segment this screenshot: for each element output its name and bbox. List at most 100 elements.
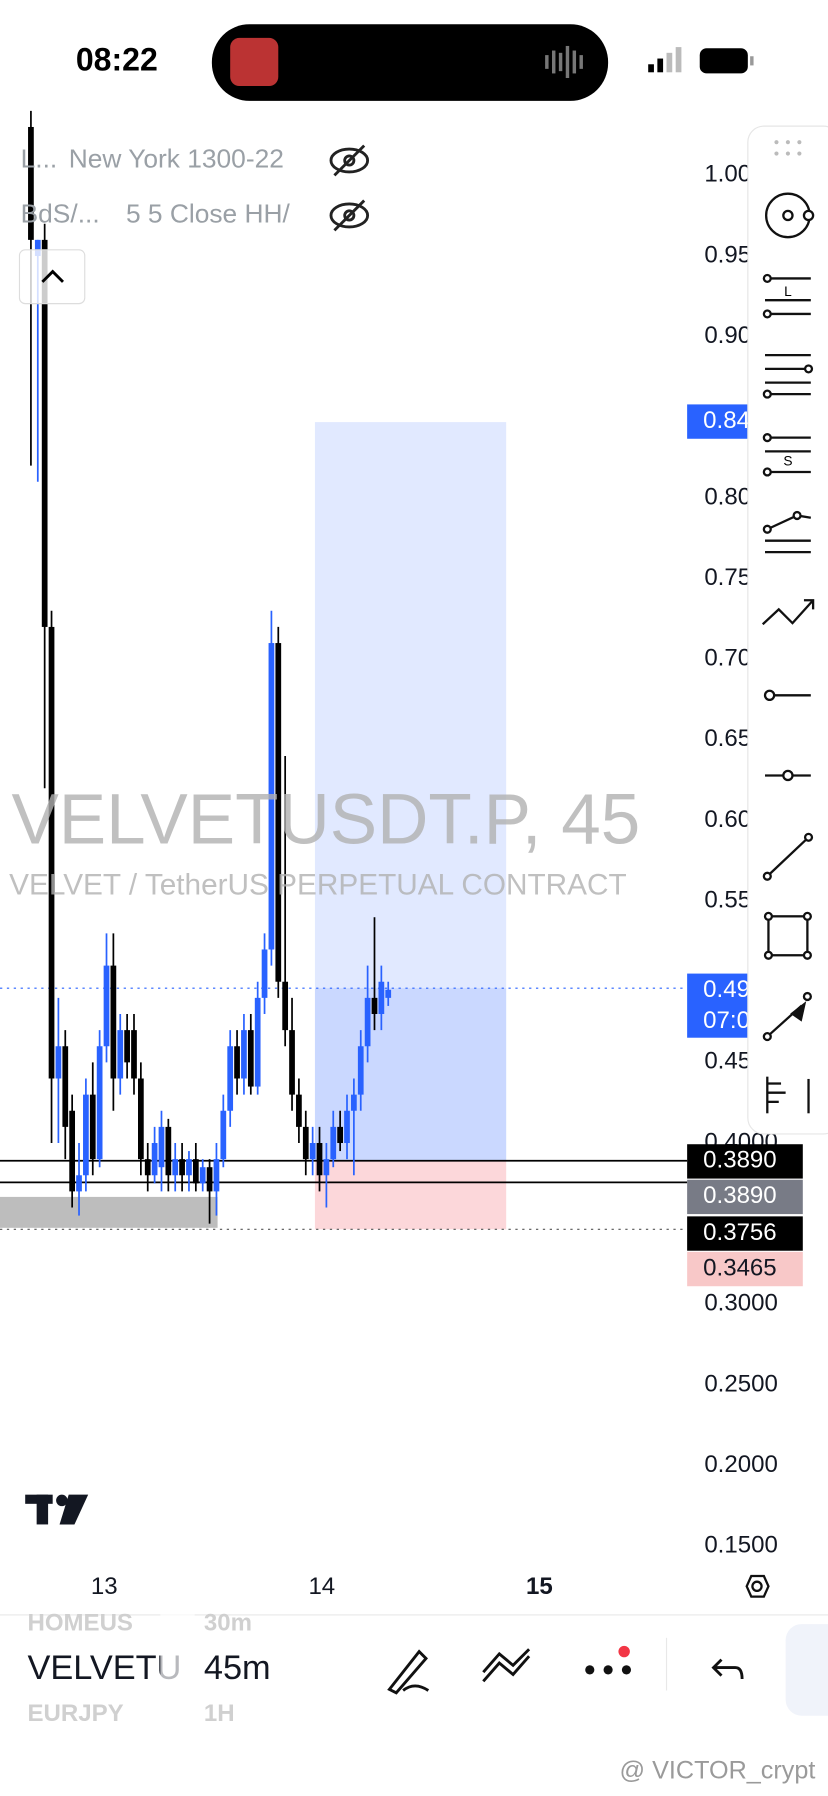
candle-body bbox=[302, 1126, 309, 1160]
candle-body bbox=[124, 1030, 130, 1063]
hide-indicator[interactable] bbox=[329, 144, 370, 177]
undo-button[interactable] bbox=[711, 1658, 744, 1680]
candle-body bbox=[330, 1126, 337, 1160]
zone bbox=[0, 1196, 218, 1228]
candle-body bbox=[309, 1143, 316, 1160]
indicator-name: BdS/... bbox=[21, 198, 100, 228]
dynamic-island bbox=[211, 24, 609, 101]
app-icon bbox=[230, 37, 279, 87]
collapse-button[interactable] bbox=[18, 249, 86, 305]
candle-body bbox=[364, 997, 371, 1047]
clock: 08:22 bbox=[76, 41, 158, 77]
candle-body bbox=[186, 1159, 192, 1176]
x-tick-label: 15 bbox=[526, 1573, 553, 1600]
tool[interactable] bbox=[762, 433, 811, 477]
countdown: 07:0 bbox=[703, 1007, 750, 1034]
tool[interactable] bbox=[765, 769, 811, 782]
candle-body bbox=[172, 1159, 179, 1176]
candle-body bbox=[254, 997, 261, 1087]
interval: 30m bbox=[204, 1609, 252, 1636]
settings-button[interactable] bbox=[745, 1574, 770, 1598]
candle-body bbox=[83, 1094, 89, 1176]
tradingview-logo bbox=[25, 1494, 89, 1525]
fade bbox=[160, 1609, 195, 1736]
interval: 45m bbox=[204, 1649, 271, 1687]
candle-body bbox=[192, 1159, 199, 1184]
candle-body bbox=[275, 643, 282, 982]
y-tick-label: 0.2500 bbox=[704, 1370, 778, 1397]
symbol-picker[interactable]: HOMEUS 30m VELVETU 45m EURJPY 1H bbox=[27, 1609, 271, 1736]
candle-body bbox=[117, 1030, 124, 1079]
position-profit bbox=[314, 988, 507, 1161]
tool[interactable] bbox=[766, 1076, 810, 1114]
candle-body bbox=[247, 1030, 254, 1087]
price-label: 0.3890 bbox=[703, 1147, 777, 1174]
candle-body bbox=[289, 1030, 295, 1095]
indicator-label: 5 5 Close HH/ bbox=[126, 198, 291, 228]
candle-body bbox=[220, 1110, 227, 1160]
candle-body bbox=[34, 239, 41, 256]
symbol: EURJPY bbox=[27, 1700, 123, 1727]
candle-body bbox=[316, 1143, 323, 1176]
price-label: 0.49 bbox=[703, 976, 750, 1003]
candle-body bbox=[357, 1046, 364, 1095]
candle-body bbox=[151, 1143, 158, 1176]
price-label-box bbox=[687, 1251, 803, 1287]
layout-button[interactable] bbox=[785, 1624, 828, 1716]
tool[interactable] bbox=[765, 192, 815, 239]
signal bbox=[648, 47, 682, 73]
candle-body bbox=[131, 1030, 137, 1079]
tool[interactable] bbox=[762, 510, 812, 554]
candle-body bbox=[55, 1046, 62, 1079]
candle-body bbox=[268, 643, 275, 950]
candle-body bbox=[344, 1110, 350, 1144]
candle-body bbox=[323, 1159, 330, 1176]
candle-body bbox=[206, 1167, 213, 1192]
x-tick-label: 13 bbox=[91, 1573, 118, 1600]
candle-body bbox=[227, 1046, 234, 1111]
candle-body bbox=[138, 1078, 144, 1160]
candle-body bbox=[76, 1175, 82, 1192]
tool[interactable] bbox=[763, 689, 811, 702]
candle-body bbox=[62, 1046, 69, 1127]
tool[interactable] bbox=[762, 832, 814, 881]
price-label: 0.3890 bbox=[703, 1182, 777, 1209]
audio-wave bbox=[545, 45, 583, 79]
tool[interactable] bbox=[763, 911, 812, 960]
price-label: 0.3465 bbox=[703, 1254, 777, 1281]
price-label: 0.3756 bbox=[703, 1219, 777, 1246]
y-tick-label: 0.1500 bbox=[704, 1532, 778, 1559]
tool[interactable] bbox=[762, 354, 814, 399]
y-tick-label: 0.2000 bbox=[704, 1451, 778, 1478]
candle-body bbox=[199, 1167, 206, 1184]
tool[interactable] bbox=[762, 273, 811, 319]
candle-body bbox=[378, 981, 385, 1014]
interval: 1H bbox=[204, 1700, 235, 1727]
watermark-symbol: VELVETUSDT.P, 45 bbox=[11, 780, 640, 859]
indicators-button[interactable] bbox=[482, 1648, 531, 1683]
notification-dot bbox=[618, 1645, 630, 1658]
candle-body bbox=[41, 239, 48, 627]
draw-button[interactable] bbox=[387, 1649, 430, 1695]
candle-body bbox=[179, 1159, 185, 1176]
candle-body bbox=[261, 949, 268, 998]
tool-label: S bbox=[783, 453, 792, 468]
price-label-box bbox=[687, 1179, 803, 1215]
battery-cap bbox=[750, 56, 754, 66]
candle-body bbox=[213, 1159, 220, 1192]
position-target bbox=[314, 422, 507, 1161]
candle-body bbox=[337, 1126, 343, 1144]
indicator-label: New York 1300-22 bbox=[69, 143, 284, 173]
tool[interactable] bbox=[761, 599, 815, 626]
price-label-box bbox=[687, 1216, 803, 1251]
candle-body bbox=[234, 1046, 240, 1079]
candle-body bbox=[69, 1110, 76, 1192]
hide-indicator[interactable] bbox=[329, 199, 370, 232]
candle-body bbox=[296, 1094, 302, 1127]
candle-body bbox=[48, 626, 55, 1079]
price-label-box bbox=[687, 1144, 803, 1179]
more-button[interactable] bbox=[585, 1665, 632, 1675]
x-tick-label: 14 bbox=[308, 1573, 335, 1600]
